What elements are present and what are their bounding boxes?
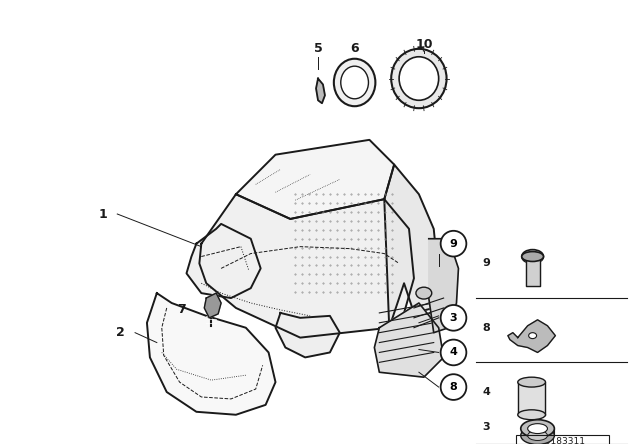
Text: 4: 4	[449, 348, 458, 358]
Polygon shape	[236, 140, 394, 219]
Ellipse shape	[399, 57, 438, 100]
Bar	[516, 435, 609, 446]
Ellipse shape	[518, 377, 545, 387]
Polygon shape	[518, 382, 545, 415]
Ellipse shape	[391, 49, 447, 108]
Ellipse shape	[334, 59, 376, 106]
Polygon shape	[186, 224, 260, 298]
Polygon shape	[525, 257, 540, 286]
Text: 2: 2	[116, 326, 125, 339]
Polygon shape	[275, 313, 340, 358]
Text: 3: 3	[450, 313, 458, 323]
Circle shape	[441, 305, 467, 331]
Text: 9: 9	[449, 239, 458, 249]
Polygon shape	[147, 293, 275, 415]
Text: 6: 6	[350, 43, 359, 56]
Polygon shape	[384, 164, 438, 328]
Polygon shape	[508, 320, 556, 353]
Text: 3: 3	[483, 422, 490, 431]
Ellipse shape	[522, 250, 543, 263]
Ellipse shape	[529, 333, 536, 339]
Text: 1: 1	[98, 207, 107, 220]
Polygon shape	[199, 194, 414, 338]
Circle shape	[441, 340, 467, 365]
Ellipse shape	[521, 426, 554, 444]
Polygon shape	[429, 239, 458, 333]
Polygon shape	[374, 303, 444, 377]
Text: 00183311: 00183311	[540, 437, 586, 446]
Polygon shape	[204, 293, 221, 318]
Ellipse shape	[416, 287, 432, 299]
Text: 5: 5	[314, 43, 323, 56]
Text: 9: 9	[482, 258, 490, 268]
Ellipse shape	[340, 66, 369, 99]
Polygon shape	[316, 78, 325, 103]
Text: 8: 8	[483, 323, 490, 333]
Text: 7: 7	[177, 303, 186, 316]
Ellipse shape	[518, 410, 545, 420]
Text: 10: 10	[415, 39, 433, 52]
Ellipse shape	[521, 420, 554, 438]
Ellipse shape	[522, 252, 543, 262]
Circle shape	[441, 374, 467, 400]
Ellipse shape	[527, 424, 547, 434]
Text: 4: 4	[482, 387, 490, 397]
Text: 8: 8	[450, 382, 458, 392]
Ellipse shape	[527, 431, 547, 440]
Circle shape	[441, 231, 467, 257]
